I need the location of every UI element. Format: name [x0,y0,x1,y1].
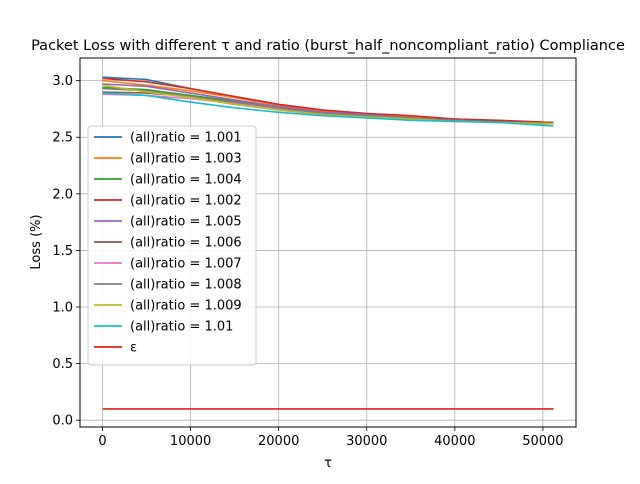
x-axis-label: τ [324,456,332,471]
y-tick-label: 0.0 [52,414,73,429]
x-tick-label: 10000 [170,434,211,449]
chart-title: Packet Loss with different τ and ratio (… [31,38,625,54]
legend-label-9: (all)ratio = 1.01 [130,320,233,335]
legend-label-1: (all)ratio = 1.003 [130,152,242,167]
y-tick-label: 2.5 [52,131,73,146]
y-tick-label: 2.0 [52,187,73,202]
x-tick-label: 0 [98,434,106,449]
legend-label-6: (all)ratio = 1.007 [130,257,242,272]
y-tick-label: 1.5 [52,244,73,259]
y-tick-label: 1.0 [52,301,73,316]
series-line-3 [102,77,554,124]
x-tick-label: 40000 [434,434,475,449]
legend-label-8: (all)ratio = 1.009 [130,299,242,314]
series-line-9 [102,92,554,127]
x-tick-label: 50000 [522,434,563,449]
x-tick-label: 30000 [346,434,387,449]
y-tick-label: 3.0 [52,74,73,89]
y-tick-label: 0.5 [52,357,73,372]
legend-label-10: ε [130,341,137,356]
legend-label-3: (all)ratio = 1.002 [130,194,242,209]
series-lines [102,76,554,410]
axis-ticks: 0 10000 20000 30000 40000 50000 0.0 0.5 1.0 1.5 2.… [52,74,563,449]
x-tick-label: 20000 [258,434,299,449]
legend-box [87,125,257,366]
legend-label-0: (all)ratio = 1.001 [130,131,242,146]
legend-label-4: (all)ratio = 1.005 [130,215,242,230]
plot-frame [79,57,577,428]
y-axis-label: Loss (%) [29,214,44,269]
legend-label-2: (all)ratio = 1.004 [130,173,242,188]
legend-label-7: (all)ratio = 1.008 [130,278,242,293]
legend: (all)ratio = 1.001 (all)ratio = 1.003 (all… [87,125,257,366]
legend-label-5: (all)ratio = 1.006 [130,236,242,251]
